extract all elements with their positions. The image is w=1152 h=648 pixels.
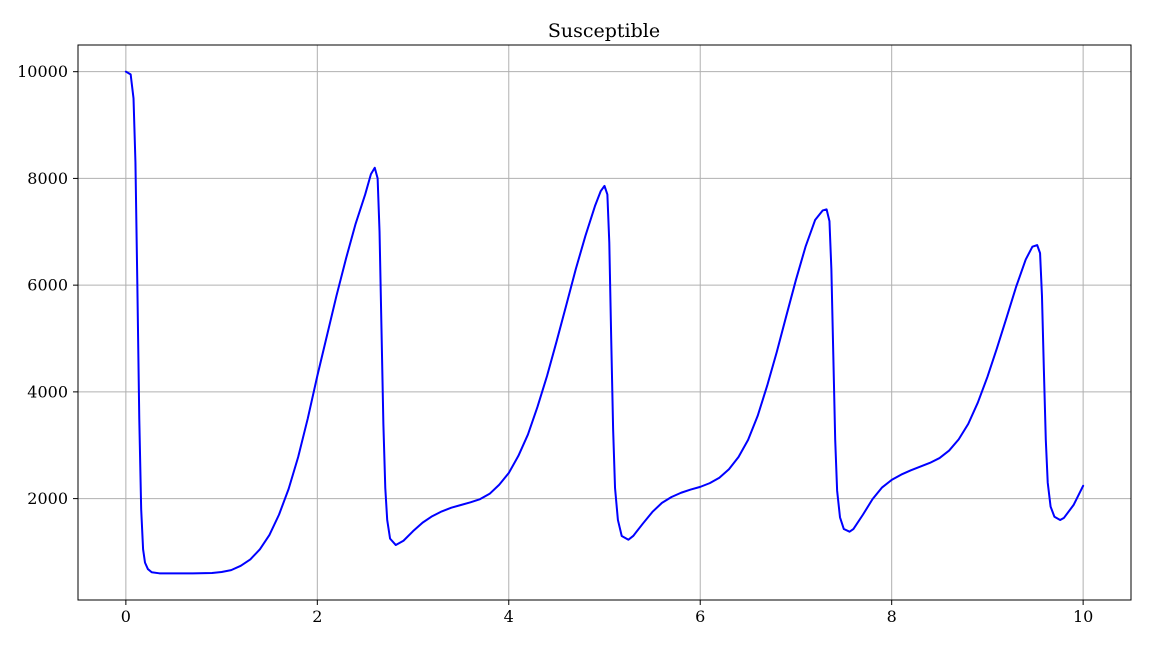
chart-title: Susceptible [548, 20, 660, 42]
series-line-0 [124, 70, 1085, 575]
x-tick-label: 6 [695, 607, 705, 626]
x-tick-label: 0 [121, 607, 131, 626]
x-tick-label: 10 [1073, 607, 1093, 626]
series-group [124, 70, 1085, 575]
x-tick-label: 2 [312, 607, 322, 626]
y-tick-label: 8000 [27, 169, 68, 188]
x-tick-label: 4 [504, 607, 514, 626]
y-tick-label: 4000 [27, 382, 68, 401]
plot-frame [77, 44, 1132, 601]
y-tick-label: 6000 [27, 276, 68, 295]
y-tick-label: 10000 [17, 62, 68, 81]
x-tick-label: 8 [887, 607, 897, 626]
y-tick-label: 2000 [27, 489, 68, 508]
grid-lines [78, 45, 1131, 600]
y-axis-ticks: 2000 4000 6000 8000 10000 [17, 62, 78, 508]
x-axis-ticks: 0 2 4 6 8 10 [121, 600, 1093, 626]
